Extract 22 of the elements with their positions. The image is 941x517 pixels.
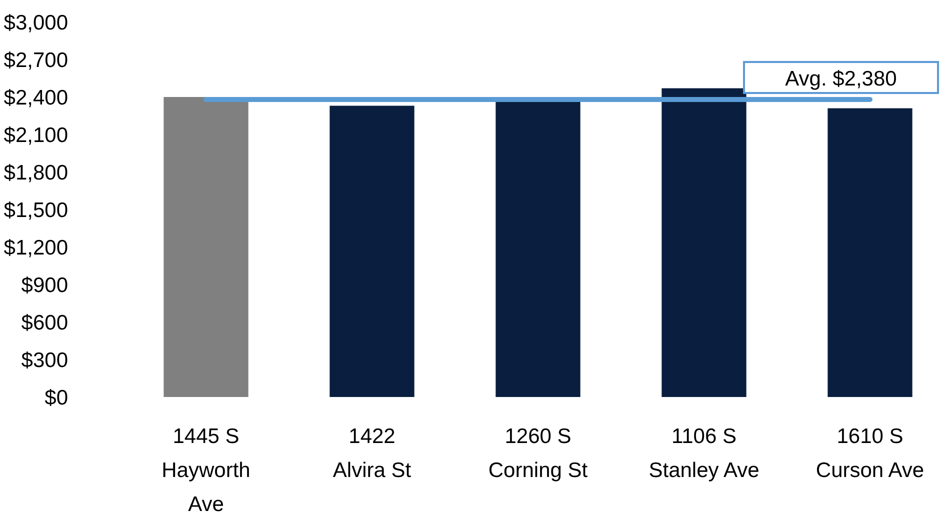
x-tick-label: 1260 S Corning St — [488, 425, 588, 482]
y-tick-label: $1,800 — [4, 161, 68, 184]
x-tick-label: 1445 S Hayworth Ave — [162, 425, 250, 516]
ref-line-label: Avg. $2,380 — [785, 67, 897, 90]
bar — [662, 88, 746, 397]
y-tick-label: $2,100 — [4, 124, 68, 147]
y-tick-label: $0 — [44, 386, 68, 410]
y-tick-label: $3,000 — [4, 11, 68, 34]
x-tick-label: 1422 Alvira St — [332, 425, 412, 482]
bar — [496, 102, 580, 397]
y-tick-label: $300 — [21, 348, 68, 372]
x-tick-label: 1106 S Stanley Ave — [648, 425, 760, 482]
x-tick-label: 1610 S Curson Ave — [816, 425, 924, 482]
y-tick-label: $1,500 — [4, 198, 68, 222]
y-tick-label: $900 — [21, 274, 68, 297]
bar — [164, 97, 248, 397]
bar — [330, 106, 414, 397]
y-tick-label: $2,400 — [4, 86, 68, 110]
y-tick-label: $2,700 — [4, 48, 68, 72]
bar — [828, 108, 912, 397]
y-tick-label: $600 — [21, 311, 68, 334]
y-tick-label: $1,200 — [4, 236, 68, 260]
